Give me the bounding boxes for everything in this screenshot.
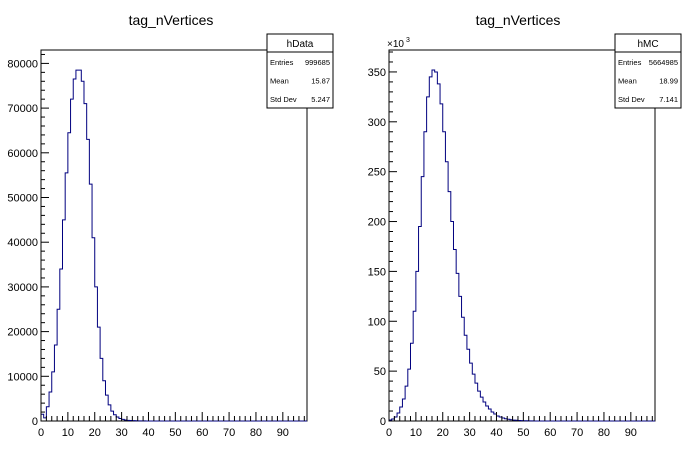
x-tick-label: 60	[544, 427, 556, 439]
stats-name: hMC	[637, 39, 658, 50]
stats-box: hMC Entries 5664985 Mean 18.99 Std Dev 7.141	[614, 33, 682, 109]
stats-box-frame	[614, 33, 682, 109]
y-tick-label: 100	[368, 316, 386, 328]
x-tick-label: 20	[437, 427, 449, 439]
x-tick-label: 0	[386, 427, 392, 439]
stats-value: 7.141	[659, 95, 678, 104]
y-tick-label: 0	[32, 416, 38, 428]
stats-box: hData Entries 999685 Mean 15.87 Std Dev 5.247	[266, 33, 334, 109]
x-tick-label: 40	[142, 427, 154, 439]
histogram-panel-1: tag_nVertices 0 10 20 30 40 50 60 70 80 90 0 10000 20…	[7, 12, 334, 439]
stats-value: 18.99	[659, 77, 678, 86]
stats-label: Mean	[270, 77, 289, 86]
y-tick-label: 80000	[7, 58, 38, 70]
stats-box-frame	[266, 33, 334, 109]
stats-name: hData	[287, 39, 314, 50]
histogram-line	[41, 69, 307, 422]
x-tick-label: 50	[169, 427, 181, 439]
y-tick-label: 70000	[7, 103, 38, 115]
chart-title: tag_nVertices	[476, 12, 561, 28]
chart-title: tag_nVertices	[129, 12, 214, 28]
histogram-panel-2: tag_nVertices 0 10 20 30 40 50 60 70 80 90 0 50 100 15…	[368, 12, 682, 439]
stats-value: 999685	[305, 58, 330, 67]
stats-value: 5664985	[649, 58, 678, 67]
stats-label: Mean	[618, 77, 637, 86]
y-tick-label: 20000	[7, 327, 38, 339]
x-tick-label: 70	[223, 427, 235, 439]
x-tick-label: 40	[490, 427, 502, 439]
y-tick-label: 40000	[7, 237, 38, 249]
x-tick-label: 30	[115, 427, 127, 439]
y-tick-label: 300	[368, 117, 386, 129]
y-tick-label: 350	[368, 67, 386, 79]
y-tick-label: 50	[374, 366, 386, 378]
stats-value: 5.247	[311, 95, 330, 104]
x-tick-label: 70	[571, 427, 583, 439]
stats-label: Entries	[618, 58, 642, 67]
y-axis-exponent: ×10	[387, 39, 404, 50]
x-tick-label: 20	[89, 427, 101, 439]
y-tick-label: 10000	[7, 371, 38, 383]
x-tick-label: 30	[463, 427, 475, 439]
y-tick-label: 250	[368, 167, 386, 179]
x-tick-label: 50	[517, 427, 529, 439]
x-tick-label: 80	[598, 427, 610, 439]
y-axis-exponent-power: 3	[406, 37, 410, 44]
y-tick-label: 200	[368, 217, 386, 229]
histogram-line	[389, 69, 655, 422]
x-tick-label: 90	[277, 427, 289, 439]
y-tick-label: 150	[368, 266, 386, 278]
stats-label: Std Dev	[270, 95, 297, 104]
y-tick-label: 30000	[7, 282, 38, 294]
x-tick-label: 60	[196, 427, 208, 439]
y-tick-label: 60000	[7, 148, 38, 160]
stats-label: Entries	[270, 58, 294, 67]
x-tick-label: 80	[250, 427, 262, 439]
stats-value: 15.87	[311, 77, 330, 86]
x-tick-label: 0	[38, 427, 44, 439]
x-tick-label: 10	[410, 427, 422, 439]
y-tick-label: 50000	[7, 193, 38, 205]
x-tick-label: 90	[625, 427, 637, 439]
x-tick-label: 10	[62, 427, 74, 439]
y-tick-label: 0	[380, 416, 386, 428]
stats-label: Std Dev	[618, 95, 645, 104]
